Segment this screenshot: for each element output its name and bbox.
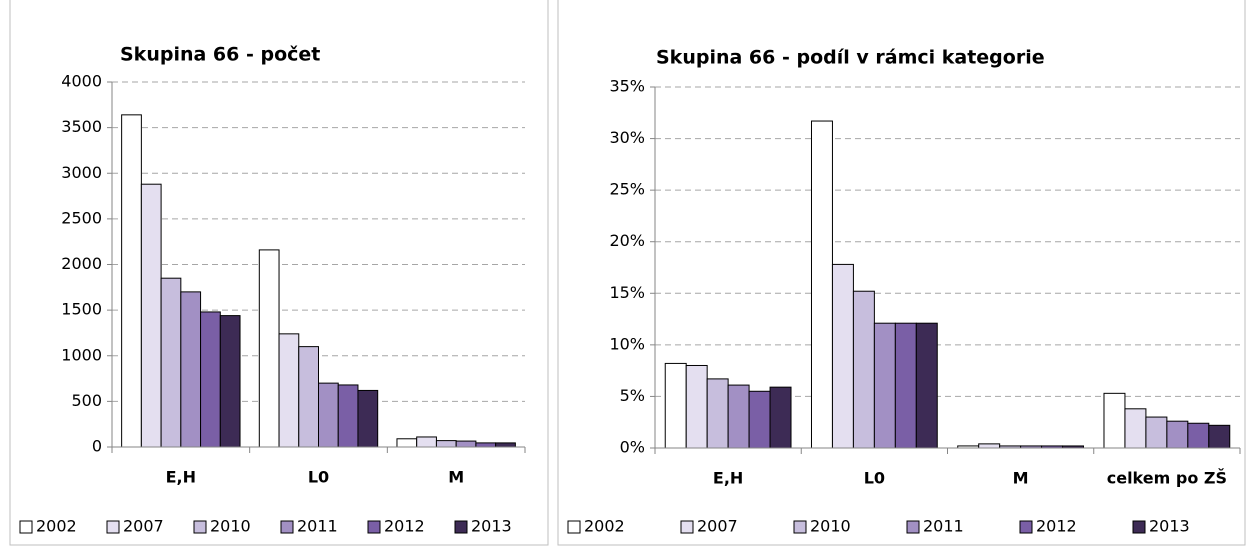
bar (852, 290, 875, 449)
bar (1103, 392, 1126, 449)
chart-title: Skupina 66 - počet (120, 44, 320, 66)
legend-label: 2007 (123, 517, 164, 536)
legend-label: 2013 (1149, 517, 1190, 536)
y-tick-label: 10% (609, 334, 645, 353)
legend-label: 2013 (471, 517, 512, 536)
legend-label: 2002 (36, 517, 77, 536)
legend-swatch (19, 520, 33, 534)
legend-swatch (193, 520, 207, 534)
legend-label: 2012 (1036, 517, 1077, 536)
bar (200, 311, 221, 448)
y-tick-label: 0% (620, 438, 645, 457)
y-tick-label: 15% (609, 283, 645, 302)
bar (357, 389, 379, 448)
y-tick-label: 4000 (61, 72, 102, 91)
bar (915, 322, 938, 449)
bar (1166, 420, 1189, 449)
y-tick-label: 2500 (61, 208, 102, 227)
legend-label: 2007 (697, 517, 738, 536)
bar (140, 183, 162, 448)
legend-label: 2011 (923, 517, 964, 536)
bar (664, 362, 687, 449)
legend-swatch (793, 520, 807, 534)
legend-swatch (1132, 520, 1146, 534)
legend-label: 2011 (297, 517, 338, 536)
bar (475, 442, 497, 448)
bar (873, 322, 896, 449)
bar (1208, 424, 1231, 449)
bar (810, 120, 833, 449)
legend-swatch (367, 520, 381, 534)
bar (180, 291, 202, 448)
y-tick-label: 500 (71, 391, 102, 410)
legend-swatch (906, 520, 920, 534)
bar (396, 438, 418, 448)
x-tick-label: E,H (166, 468, 196, 487)
panel (557, 0, 1246, 546)
legend-label: 2010 (810, 517, 851, 536)
y-tick-label: 20% (609, 231, 645, 250)
bar (978, 443, 1001, 449)
x-tick-label: M (1013, 469, 1029, 488)
y-tick-label: 2000 (61, 254, 102, 273)
x-tick-label: L0 (864, 469, 885, 488)
bar (121, 114, 142, 448)
legend-swatch (680, 520, 694, 534)
legend-swatch (106, 520, 120, 534)
y-tick-label: 3000 (61, 163, 102, 182)
y-tick-label: 0 (92, 437, 102, 456)
bar (748, 390, 771, 449)
x-tick-label: celkem po ZŠ (1107, 469, 1227, 488)
y-tick-label: 3500 (61, 117, 102, 136)
legend-swatch (567, 520, 581, 534)
bar (894, 322, 917, 449)
x-tick-label: M (448, 468, 464, 487)
chart-title: Skupina 66 - podíl v rámci kategorie (656, 47, 1045, 69)
y-tick-label: 1000 (61, 345, 102, 364)
y-tick-label: 30% (609, 128, 645, 147)
legend-swatch (454, 520, 468, 534)
bar (219, 315, 241, 448)
y-tick-label: 25% (609, 180, 645, 199)
bar (435, 440, 457, 448)
bar (416, 436, 437, 448)
bar (831, 263, 854, 449)
bar (706, 378, 729, 449)
bar (337, 384, 359, 448)
legend-label: 2002 (584, 517, 625, 536)
bar (160, 277, 182, 448)
legend-swatch (1019, 520, 1033, 534)
bar (1145, 416, 1168, 449)
legend-label: 2012 (384, 517, 425, 536)
x-tick-label: E,H (713, 469, 743, 488)
legend-label: 2010 (210, 517, 251, 536)
bar (495, 442, 516, 448)
bar (1187, 422, 1210, 449)
y-tick-label: 35% (609, 77, 645, 96)
bar (258, 249, 280, 448)
bar (455, 440, 477, 448)
y-tick-label: 1500 (61, 300, 102, 319)
bar (318, 382, 339, 448)
x-tick-label: L0 (308, 468, 329, 487)
bar (298, 346, 320, 448)
bar (278, 333, 300, 448)
bar (1124, 408, 1147, 449)
legend-swatch (280, 520, 294, 534)
bar (769, 386, 792, 449)
bar (685, 364, 708, 449)
bar (727, 384, 750, 449)
y-tick-label: 5% (620, 386, 645, 405)
